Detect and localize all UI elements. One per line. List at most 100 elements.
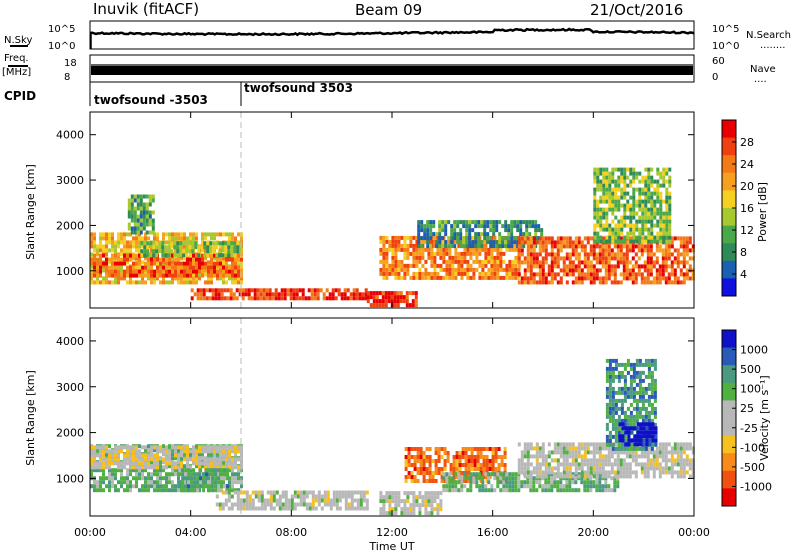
- heatmap-cell: [605, 358, 609, 363]
- heatmap-cell: [643, 244, 647, 249]
- heatmap-cell: [451, 255, 455, 260]
- heatmap-cell: [661, 248, 665, 253]
- heatmap-cell: [541, 264, 545, 269]
- heatmap-cell: [186, 445, 189, 450]
- heatmap-cell: [147, 480, 150, 485]
- heatmap-cell: [632, 203, 636, 208]
- heatmap-cell: [673, 470, 677, 475]
- heatmap-cell: [317, 498, 321, 503]
- heatmap-cell: [105, 449, 108, 454]
- heatmap-cell: [108, 269, 111, 274]
- heatmap-cell: [580, 240, 584, 245]
- heatmap-cell: [145, 218, 149, 223]
- heatmap-cell: [611, 175, 615, 180]
- heatmap-cell: [673, 442, 677, 447]
- heatmap-cell: [496, 271, 500, 276]
- heatmap-cell: [147, 257, 150, 262]
- heatmap-cell: [162, 484, 165, 489]
- heatmap-cell: [544, 480, 548, 485]
- heatmap-cell: [417, 236, 421, 241]
- heatmap-cell: [550, 450, 554, 455]
- heatmap-cell: [388, 267, 392, 272]
- heatmap-cell: [219, 476, 222, 481]
- heatmap-cell: [433, 239, 437, 244]
- heatmap-cell: [397, 267, 401, 272]
- heatmap-cell: [649, 458, 653, 463]
- heatmap-cell: [177, 476, 180, 481]
- heatmap-cell: [596, 167, 600, 172]
- heatmap-cell: [522, 220, 526, 225]
- heatmap-cell: [559, 256, 563, 261]
- heatmap-cell: [496, 259, 500, 264]
- heatmap-cell: [242, 502, 246, 507]
- heatmap-cell: [583, 276, 587, 281]
- heatmap-cell: [532, 252, 536, 257]
- heatmap-cell: [195, 265, 198, 270]
- heatmap-cell: [240, 257, 243, 262]
- heatmap-cell: [562, 260, 566, 265]
- heatmap-cell: [400, 499, 404, 504]
- heatmap-cell: [176, 253, 180, 258]
- heatmap-cell: [138, 273, 141, 278]
- heatmap-cell: [532, 476, 536, 481]
- heatmap-cell: [613, 442, 617, 447]
- heatmap-cell: [311, 494, 315, 499]
- heatmap-cell: [236, 506, 240, 511]
- heatmap-cell: [177, 276, 180, 281]
- heatmap-cell: [388, 491, 392, 496]
- heatmap-cell: [604, 280, 608, 285]
- heatmap-cell: [649, 252, 653, 257]
- heatmap-cell: [613, 276, 617, 281]
- heatmap-cell: [136, 226, 140, 231]
- heatmap-cell: [99, 484, 102, 489]
- heatmap-cell: [117, 457, 120, 462]
- heatmap-cell: [535, 480, 539, 485]
- heatmap-cell: [662, 219, 666, 224]
- heatmap-cell: [685, 276, 689, 281]
- heatmap-cell: [219, 232, 222, 237]
- heatmap-cell: [614, 195, 618, 200]
- heatmap-cell: [602, 239, 606, 244]
- heatmap-cell: [544, 236, 548, 241]
- heatmap-cell: [617, 370, 621, 375]
- heatmap-cell: [453, 244, 457, 249]
- heatmap-cell: [526, 236, 530, 241]
- heatmap-cell: [204, 461, 207, 466]
- heatmap-cell: [601, 442, 605, 447]
- heatmap-cell: [269, 490, 273, 495]
- heatmap-cell: [117, 273, 120, 278]
- heatmap-cell: [388, 503, 392, 508]
- heatmap-cell: [444, 244, 448, 249]
- heatmap-cell: [420, 224, 424, 229]
- heatmap-cell: [222, 276, 225, 281]
- heatmap-cell: [174, 236, 177, 241]
- heatmap-cell: [213, 484, 216, 489]
- heatmap-cell: [465, 232, 469, 237]
- heatmap-cell: [225, 265, 228, 270]
- heatmap-cell: [140, 249, 144, 254]
- heatmap-cell: [494, 467, 498, 471]
- heatmap-cell: [490, 488, 494, 493]
- heatmap-cell: [469, 251, 473, 256]
- heatmap-cell: [637, 462, 641, 467]
- heatmap-cell: [183, 236, 186, 241]
- heatmap-cell: [520, 462, 524, 467]
- heatmap-cell: [93, 240, 96, 245]
- heatmap-cell: [635, 227, 639, 232]
- heatmap-cell: [241, 296, 245, 301]
- heatmap-cell: [647, 231, 651, 236]
- heatmap-cell: [254, 490, 258, 495]
- heatmap-cell: [662, 175, 666, 180]
- heatmap-cell: [135, 461, 138, 466]
- heatmap-cell: [565, 474, 569, 479]
- heatmap-cell: [514, 259, 518, 264]
- heatmap-cell: [620, 362, 624, 367]
- heatmap-cell: [338, 494, 342, 499]
- heatmap-cell: [138, 269, 141, 274]
- heatmap-cell: [602, 211, 606, 216]
- heatmap-cell: [526, 268, 530, 273]
- heatmap-cell: [638, 362, 642, 367]
- y-tick-label: 2000: [56, 219, 84, 232]
- heatmap-cell: [278, 502, 282, 507]
- heatmap-cell: [641, 215, 645, 220]
